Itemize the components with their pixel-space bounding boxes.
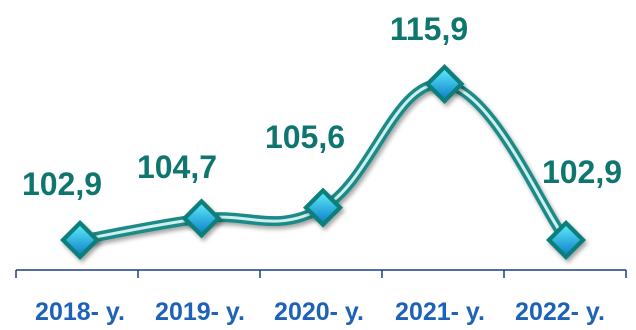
data-point-marker-fill bbox=[309, 193, 337, 222]
x-tick-label: 2018- y. bbox=[35, 298, 125, 326]
data-point-marker-fill bbox=[187, 204, 216, 233]
x-axis bbox=[15, 269, 627, 278]
data-label: 105,6 bbox=[265, 119, 345, 155]
markers bbox=[60, 64, 586, 260]
data-point-marker-fill bbox=[66, 226, 94, 254]
x-tick-label: 2022- y. bbox=[515, 298, 605, 326]
data-point-marker-fill bbox=[430, 70, 459, 98]
x-tick-label: 2019- y. bbox=[155, 298, 245, 326]
series-line-highlight bbox=[78, 82, 568, 242]
data-point-marker-fill bbox=[552, 226, 580, 254]
series-line bbox=[75, 78, 571, 245]
data-label: 102,9 bbox=[22, 166, 102, 202]
x-tick-label: 2021- y. bbox=[395, 298, 485, 326]
data-label: 102,9 bbox=[542, 154, 622, 190]
x-tick-labels: 2018- y. 2019- y. 2020- y. 2021- y. 2022- y. bbox=[35, 298, 605, 326]
x-tick-label: 2020- y. bbox=[274, 298, 364, 326]
data-label: 115,9 bbox=[390, 11, 468, 47]
data-labels: 102,9 104,7 105,6 115,9 102,9 bbox=[22, 11, 622, 202]
data-label: 104,7 bbox=[137, 149, 217, 185]
